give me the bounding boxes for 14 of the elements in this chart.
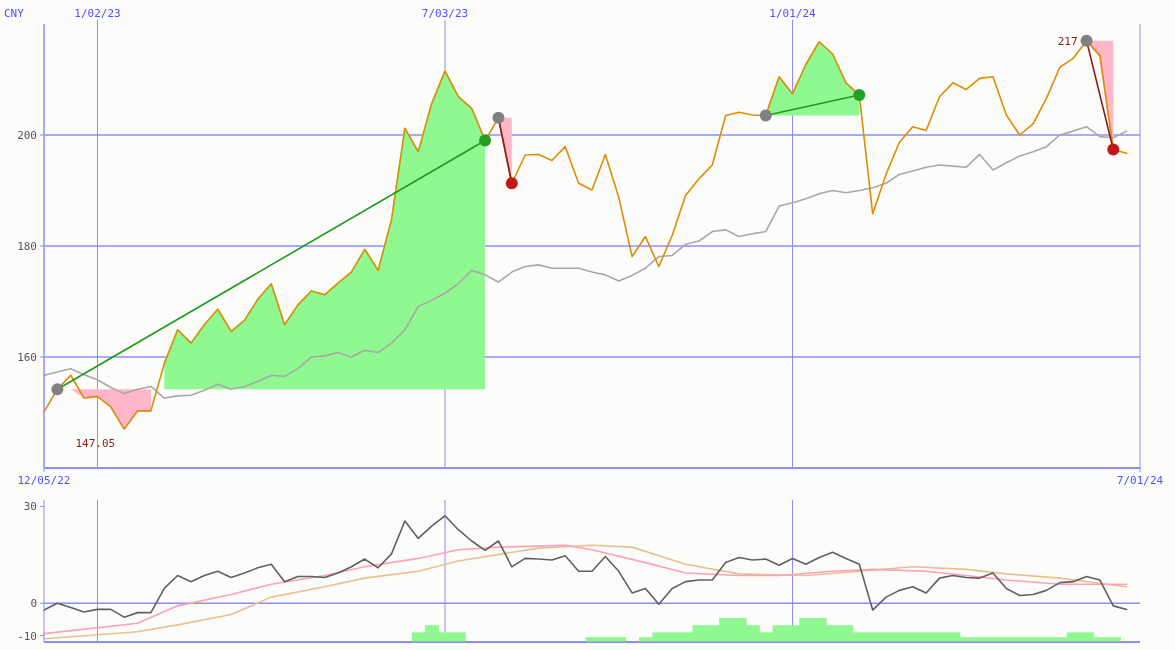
y-tick-label: 0	[30, 597, 37, 611]
y-axis-title: CNY	[4, 7, 25, 20]
x-tick-label: 7/01/24	[1116, 474, 1164, 487]
x-tick-label: 12/05/22	[17, 474, 71, 487]
annotation: 217	[1057, 34, 1078, 48]
y-tick-label: 180	[17, 240, 37, 253]
y-tick-label: -10	[17, 629, 37, 643]
y-tick-label: 30	[23, 500, 37, 514]
y-tick-label: 200	[17, 129, 37, 142]
annotation: 147.05	[75, 436, 116, 450]
x2-tick-label: 7/03/23	[421, 7, 469, 20]
y-tick-label: 160	[17, 351, 37, 364]
x2-tick-label: 1/01/24	[769, 7, 817, 20]
x2-tick-label: 1/02/23	[74, 7, 121, 20]
